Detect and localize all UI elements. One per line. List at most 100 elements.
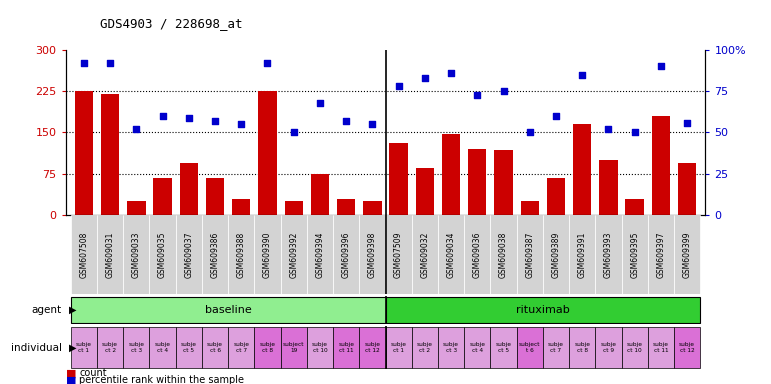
Bar xyxy=(569,215,595,294)
Bar xyxy=(464,327,490,368)
Text: GDS4903 / 228698_at: GDS4903 / 228698_at xyxy=(100,17,243,30)
Text: subje
ct 8: subje ct 8 xyxy=(574,342,590,353)
Text: GSM609035: GSM609035 xyxy=(158,231,167,278)
Point xyxy=(419,75,431,81)
Bar xyxy=(101,94,120,215)
Bar xyxy=(258,91,277,215)
Point xyxy=(157,113,169,119)
Text: ■: ■ xyxy=(66,368,79,378)
Bar xyxy=(621,215,648,294)
Text: ■: ■ xyxy=(66,375,79,384)
Bar xyxy=(337,199,355,215)
Point xyxy=(628,129,641,136)
Point xyxy=(261,60,274,66)
Text: subje
ct 1: subje ct 1 xyxy=(76,342,92,353)
Text: subje
ct 8: subje ct 8 xyxy=(260,342,275,353)
Text: subje
ct 3: subje ct 3 xyxy=(128,342,144,353)
Text: GSM609388: GSM609388 xyxy=(237,231,246,278)
Text: GSM609394: GSM609394 xyxy=(315,231,325,278)
Bar xyxy=(333,327,359,368)
Point xyxy=(576,72,588,78)
Text: subje
ct 12: subje ct 12 xyxy=(679,342,695,353)
Point xyxy=(366,121,379,127)
Point xyxy=(524,129,536,136)
Point xyxy=(655,63,667,70)
Text: subje
ct 2: subje ct 2 xyxy=(417,342,433,353)
Bar xyxy=(254,215,281,294)
Bar xyxy=(438,327,464,368)
Bar xyxy=(202,327,228,368)
Text: ▶: ▶ xyxy=(69,343,77,353)
Bar xyxy=(648,215,674,294)
Bar xyxy=(547,178,565,215)
Text: subje
ct 10: subje ct 10 xyxy=(627,342,643,353)
Text: subje
ct 2: subje ct 2 xyxy=(102,342,118,353)
Point xyxy=(681,119,693,126)
Bar xyxy=(416,168,434,215)
Bar xyxy=(490,327,517,368)
Bar xyxy=(517,215,543,294)
Text: GSM609390: GSM609390 xyxy=(263,231,272,278)
Text: individual: individual xyxy=(11,343,62,353)
Text: ▶: ▶ xyxy=(69,305,77,315)
Text: GSM609398: GSM609398 xyxy=(368,231,377,278)
Text: GSM609033: GSM609033 xyxy=(132,231,141,278)
Bar xyxy=(386,297,700,323)
Bar xyxy=(254,327,281,368)
Bar xyxy=(517,327,543,368)
Bar xyxy=(543,215,569,294)
Bar xyxy=(180,163,198,215)
Point xyxy=(78,60,90,66)
Bar xyxy=(284,201,303,215)
Text: GSM609393: GSM609393 xyxy=(604,231,613,278)
Bar xyxy=(71,327,97,368)
Bar xyxy=(127,201,146,215)
Text: subje
ct 11: subje ct 11 xyxy=(338,342,354,353)
Bar xyxy=(621,327,648,368)
Bar xyxy=(464,215,490,294)
Text: subje
ct 11: subje ct 11 xyxy=(653,342,669,353)
Point xyxy=(602,126,614,132)
Point xyxy=(445,70,457,76)
Bar xyxy=(595,215,621,294)
Text: rituximab: rituximab xyxy=(516,305,570,315)
Text: GSM609392: GSM609392 xyxy=(289,231,298,278)
Bar xyxy=(599,160,618,215)
Bar xyxy=(520,201,539,215)
Bar xyxy=(569,327,595,368)
Bar xyxy=(307,327,333,368)
Text: GSM609391: GSM609391 xyxy=(577,231,587,278)
Point xyxy=(130,126,143,132)
Bar xyxy=(543,327,569,368)
Text: GSM609037: GSM609037 xyxy=(184,231,194,278)
Text: GSM609397: GSM609397 xyxy=(656,231,665,278)
Text: subject
19: subject 19 xyxy=(283,342,305,353)
Bar xyxy=(206,178,224,215)
Text: GSM609036: GSM609036 xyxy=(473,231,482,278)
Text: GSM609395: GSM609395 xyxy=(630,231,639,278)
Text: agent: agent xyxy=(32,305,62,315)
Bar xyxy=(281,327,307,368)
Point xyxy=(209,118,221,124)
Bar xyxy=(651,116,670,215)
Text: subje
ct 3: subje ct 3 xyxy=(443,342,459,353)
Bar xyxy=(176,327,202,368)
Text: percentile rank within the sample: percentile rank within the sample xyxy=(79,375,244,384)
Bar xyxy=(595,327,621,368)
Bar xyxy=(97,327,123,368)
Bar xyxy=(389,144,408,215)
Bar xyxy=(648,327,674,368)
Bar xyxy=(150,215,176,294)
Bar xyxy=(228,215,254,294)
Text: GSM609386: GSM609386 xyxy=(210,231,220,278)
Bar xyxy=(333,215,359,294)
Text: GSM609396: GSM609396 xyxy=(342,231,351,278)
Text: subject
t 6: subject t 6 xyxy=(519,342,540,353)
Text: GSM609032: GSM609032 xyxy=(420,231,429,278)
Bar xyxy=(625,199,644,215)
Text: subje
ct 10: subje ct 10 xyxy=(312,342,328,353)
Text: subje
ct 4: subje ct 4 xyxy=(154,342,170,353)
Text: subje
ct 6: subje ct 6 xyxy=(207,342,223,353)
Point xyxy=(183,114,195,121)
Bar xyxy=(153,178,172,215)
